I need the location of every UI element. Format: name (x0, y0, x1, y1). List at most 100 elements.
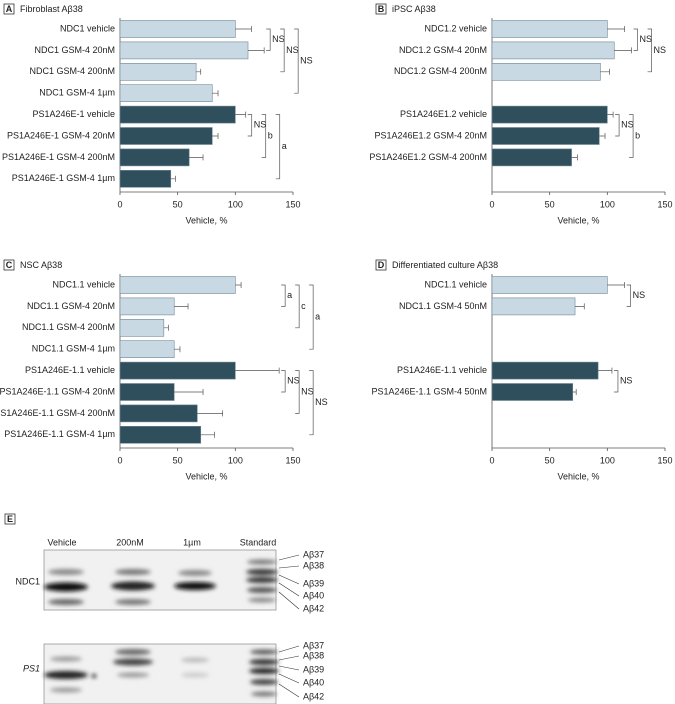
category-label: PS1A246E1.2 GSM-4 20nM (374, 130, 487, 140)
bracket (309, 284, 314, 350)
category-label: NDC1.1 GSM-4 20nM (27, 301, 115, 311)
bracket (261, 114, 267, 158)
category-label: NDC1.1 GSM-4 1µm (32, 344, 115, 354)
error-bar (607, 282, 625, 288)
chart-title: NSC Aβ38 (20, 260, 62, 270)
bracket (647, 28, 652, 73)
significance-label: c (301, 301, 306, 311)
chart-panel: D Differentiated culture Aβ38 0 50 100 150 Veh… (371, 259, 673, 481)
error-bar (235, 282, 242, 288)
error-bar (174, 303, 189, 310)
x-tick-label: 100 (600, 199, 615, 209)
category-label: NDC1.1 vehicle (52, 279, 115, 289)
marker-label: Aβ40 (303, 590, 324, 600)
x-tick-label: 100 (228, 199, 243, 209)
category-label: PS1A246E-1 GSM-4 20nM (7, 130, 115, 140)
marker-label: Aβ39 (303, 578, 324, 588)
bracket (275, 114, 281, 180)
category-label: NDC1 GSM-4 1µm (39, 88, 115, 98)
bar (491, 105, 608, 124)
panel-letter: B (378, 4, 385, 14)
chart-panel: C NSC Aβ38 0 50 100 150 Vehicle, % NDC1.1 vehic… (0, 259, 328, 481)
bar (119, 84, 213, 102)
error-bar (607, 111, 614, 118)
marker-label: Aβ42 (303, 691, 324, 701)
bar (119, 20, 236, 38)
bar (491, 276, 608, 294)
category-label: NDC1.1 GSM-4 50nM (399, 301, 487, 311)
x-tick-label: 150 (657, 455, 672, 465)
bar (119, 276, 236, 294)
category-label: PS1A246E-1.1 GSM-4 20nM (0, 386, 115, 396)
bar (491, 127, 600, 145)
significance-label: a (287, 290, 292, 300)
bar (119, 404, 198, 423)
bracket (280, 28, 285, 73)
marker-label: Aβ40 (303, 677, 324, 687)
significance-label: NS (286, 45, 299, 55)
marker-label: Aβ38 (303, 560, 324, 570)
x-tick-label: 150 (285, 455, 300, 465)
bar (491, 297, 576, 316)
significance-label: NS (621, 120, 634, 130)
category-label: NDC1 vehicle (60, 23, 115, 33)
marker-label: Aβ39 (303, 664, 324, 674)
significance-label: NS (301, 386, 314, 396)
bar (119, 318, 165, 337)
bracket (281, 370, 286, 393)
significance-label: b (268, 130, 273, 140)
x-tick-label: 0 (489, 199, 494, 209)
bar (119, 340, 175, 359)
bar (119, 383, 175, 401)
category-label: PS1A246E-1.1 GSM-4 1µm (4, 429, 115, 439)
category-label: PS1A246E-1 GSM-4 200nM (2, 152, 115, 162)
error-bar (212, 133, 219, 139)
error-bar (189, 154, 204, 161)
panel-box (3, 3, 15, 15)
significance-label: b (635, 130, 640, 140)
blot-panel: E Vehicle 200nM 1µm Standard NDC1 PS1 Aβ… (4, 513, 324, 704)
error-bar (248, 47, 265, 54)
bracket (266, 28, 271, 51)
error-bar (571, 154, 578, 161)
panel-box (3, 259, 15, 271)
bar (491, 148, 572, 167)
lane-label: 1µm (183, 537, 201, 547)
panel-box (4, 513, 16, 525)
significance-label: NS (272, 34, 285, 44)
error-bar (599, 133, 606, 139)
bar (491, 383, 574, 401)
category-label: NDC1 GSM-4 200nM (29, 66, 115, 76)
error-bar (235, 367, 280, 374)
x-axis-label: Vehicle, % (185, 471, 227, 481)
error-bar (235, 26, 252, 32)
significance-label: NS (654, 45, 667, 55)
bar (119, 105, 236, 124)
chart-panel: A Fibroblast Aβ38 0 50 100 150 Vehicle, % NDC1 … (2, 3, 313, 225)
category-label: NDC1.2 GSM-4 200nM (394, 66, 487, 76)
x-tick-label: 50 (173, 199, 183, 209)
panel-letter: E (7, 514, 13, 524)
bar (491, 62, 601, 81)
marker-label: Aβ38 (303, 650, 324, 660)
category-label: NDC1.2 vehicle (424, 23, 487, 33)
bracket (626, 284, 631, 307)
error-bar (200, 431, 215, 438)
error-bar (600, 68, 610, 75)
bar (491, 41, 615, 60)
panel-letter: A (6, 4, 13, 14)
marker-label: Aβ42 (303, 603, 324, 613)
bar (119, 127, 213, 145)
x-tick-label: 0 (117, 199, 122, 209)
row-label: NDC1 (15, 576, 40, 586)
row-label: PS1 (23, 663, 40, 673)
bracket (633, 28, 638, 51)
category-label: PS1A246E-1.1 GSM-4 50nM (371, 386, 487, 396)
bar (119, 62, 197, 81)
bracket (613, 370, 619, 393)
category-label: NDC1.1 GSM-4 200nM (22, 322, 115, 332)
error-bar (196, 68, 202, 75)
x-axis-label: Vehicle, % (557, 215, 599, 225)
x-axis-label: Vehicle, % (185, 215, 227, 225)
